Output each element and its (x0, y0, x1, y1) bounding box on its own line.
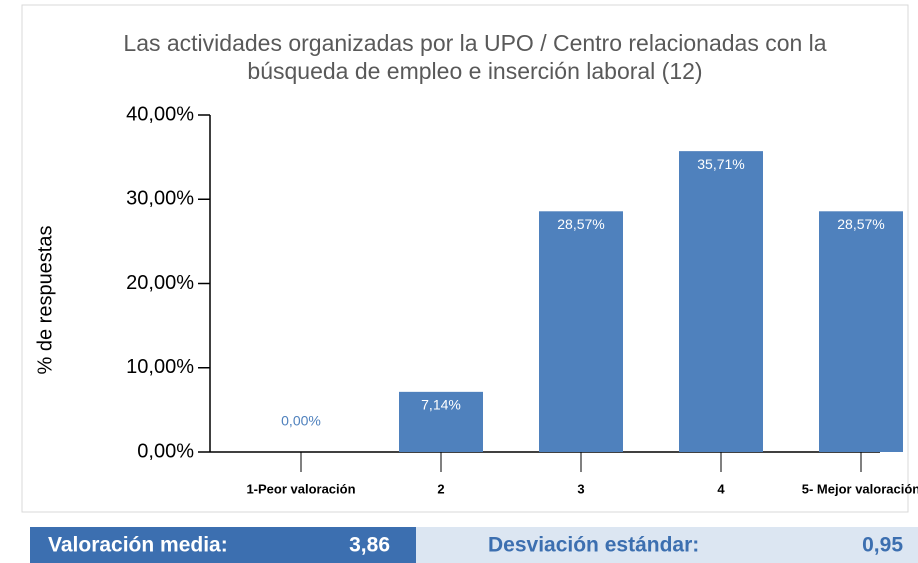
y-axis-label: % de respuestas (34, 226, 56, 375)
bar (679, 151, 763, 452)
y-tick-label: 30,00% (126, 188, 194, 210)
sd-value: 0,95 (862, 534, 903, 557)
mean-box (30, 527, 416, 563)
y-tick-label: 0,00% (137, 440, 194, 462)
bar (819, 211, 903, 452)
mean-value: 3,86 (349, 534, 390, 557)
bar (539, 211, 623, 452)
x-tick-label: 3 (577, 481, 584, 496)
sd-box (416, 527, 918, 563)
data-label: 28,57% (557, 216, 604, 232)
sd-label: Desviación estándar: (488, 534, 699, 557)
data-label: 0,00% (281, 413, 321, 429)
y-tick-label: 20,00% (126, 272, 194, 294)
bar (399, 391, 483, 452)
y-tick-label: 40,00% (126, 103, 194, 125)
x-tick-label: 5- Mejor valoración (802, 481, 918, 496)
x-tick-label: 2 (437, 481, 444, 496)
data-label: 7,14% (421, 397, 461, 413)
x-tick-label: 1-Peor valoración (246, 481, 355, 496)
y-tick-label: 10,00% (126, 356, 194, 378)
data-label: 35,71% (697, 156, 744, 172)
data-label: 28,57% (837, 216, 884, 232)
chart-title: Las actividades organizadas por la UPO /… (123, 30, 826, 56)
x-tick-label: 4 (717, 481, 725, 496)
chart-title: búsqueda de empleo e inserción laboral (… (247, 58, 702, 84)
mean-label: Valoración media: (48, 534, 228, 557)
